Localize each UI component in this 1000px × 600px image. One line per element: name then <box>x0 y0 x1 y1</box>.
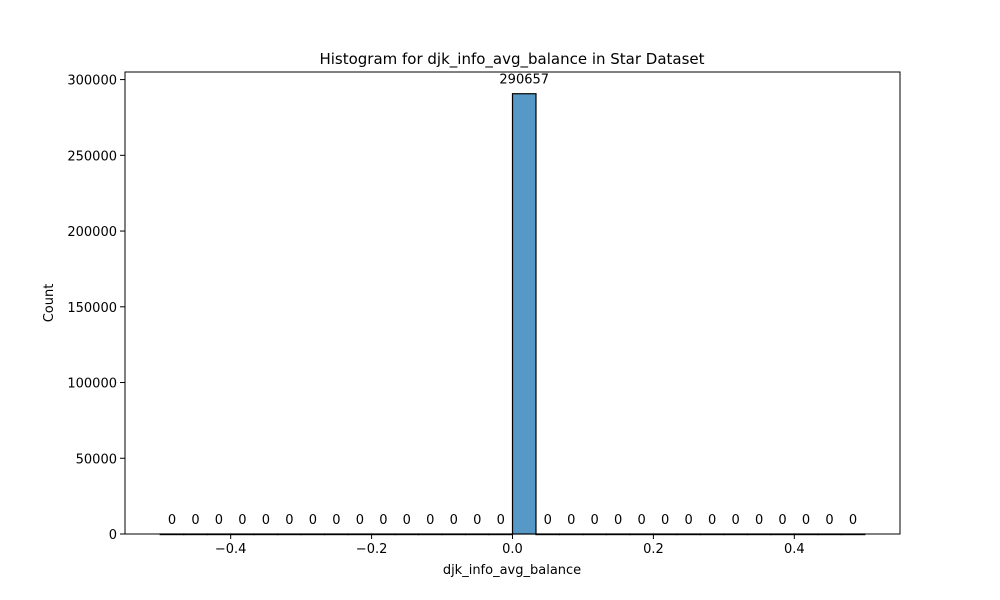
bar-data-label: 0 <box>544 513 552 528</box>
bars-group <box>159 93 866 536</box>
y-tick-label: 100000 <box>67 377 117 392</box>
bar-data-label: 0 <box>497 513 505 528</box>
bar-data-label: 0 <box>309 513 317 528</box>
y-tick-label: 250000 <box>67 149 117 164</box>
bar-data-label: 0 <box>238 513 246 528</box>
bar-data-label: 0 <box>191 513 199 528</box>
x-tick-label: 0.4 <box>784 542 805 557</box>
x-tick-label: −0.4 <box>215 542 247 557</box>
bar-data-label: 0 <box>802 513 810 528</box>
bar-data-label: 0 <box>567 513 575 528</box>
bar-data-label: 0 <box>356 513 364 528</box>
bar-data-label: 0 <box>332 513 340 528</box>
bar-data-label: 0 <box>614 513 622 528</box>
bar-data-label: 0 <box>285 513 293 528</box>
x-axis-label: djk_info_avg_balance <box>443 563 581 578</box>
bar-data-label: 0 <box>379 513 387 528</box>
bar-data-label: 0 <box>638 513 646 528</box>
bar-data-label: 0 <box>825 513 833 528</box>
bar-data-label: 0 <box>849 513 857 528</box>
y-axis-ticks: 0 50000 100000 150000 200000 250000 300000 <box>67 74 125 543</box>
bar-data-label: 0 <box>591 513 599 528</box>
bar-data-label: 0 <box>684 513 692 528</box>
bar-data-label: 0 <box>755 513 763 528</box>
x-axis-ticks: −0.4 −0.2 0.0 0.2 0.4 <box>215 534 805 557</box>
y-tick-label: 50000 <box>76 452 117 467</box>
bar-data-label: 0 <box>778 513 786 528</box>
bar-data-label: 290657 <box>499 73 549 88</box>
x-tick-label: 0.2 <box>643 542 664 557</box>
y-axis-label: Count <box>42 284 57 323</box>
y-tick-label: 300000 <box>67 74 117 89</box>
histogram-bar <box>511 93 537 535</box>
y-tick-label: 150000 <box>67 301 117 316</box>
bar-data-label: 0 <box>403 513 411 528</box>
bar-data-label: 0 <box>262 513 270 528</box>
x-tick-label: 0.0 <box>502 542 523 557</box>
bar-data-label: 0 <box>426 513 434 528</box>
y-tick-label: 200000 <box>67 225 117 240</box>
bar-data-label: 0 <box>215 513 223 528</box>
x-tick-label: −0.2 <box>356 542 388 557</box>
bar-data-label: 0 <box>450 513 458 528</box>
bar-data-label: 0 <box>708 513 716 528</box>
bar-data-label: 0 <box>731 513 739 528</box>
chart-title: Histogram for djk_info_avg_balance in St… <box>319 50 704 69</box>
bar-data-label: 0 <box>473 513 481 528</box>
bar-data-label: 0 <box>661 513 669 528</box>
bar-data-label: 0 <box>168 513 176 528</box>
y-tick-label: 0 <box>109 528 117 543</box>
